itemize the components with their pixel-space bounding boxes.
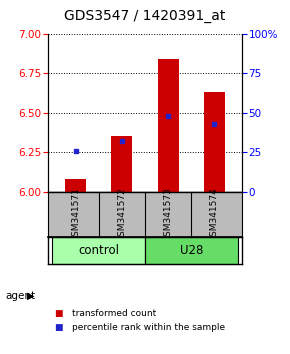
Text: ▶: ▶ [27,291,34,301]
Bar [158,59,179,192]
Text: transformed count: transformed count [72,309,157,318]
Text: GSM341571: GSM341571 [71,187,80,242]
Text: agent: agent [6,291,36,301]
Bar [204,92,225,192]
Text: ■: ■ [54,309,62,318]
Bar [145,238,238,264]
Text: GDS3547 / 1420391_at: GDS3547 / 1420391_at [64,9,226,23]
Bar [111,136,132,192]
Text: control: control [78,244,119,257]
Text: GSM341573: GSM341573 [164,187,173,242]
Text: U28: U28 [180,244,203,257]
Text: GSM341572: GSM341572 [117,187,126,242]
Text: GSM341574: GSM341574 [210,187,219,242]
Bar [52,238,145,264]
Text: percentile rank within the sample: percentile rank within the sample [72,323,226,332]
Text: ■: ■ [54,323,62,332]
Bar [65,179,86,192]
